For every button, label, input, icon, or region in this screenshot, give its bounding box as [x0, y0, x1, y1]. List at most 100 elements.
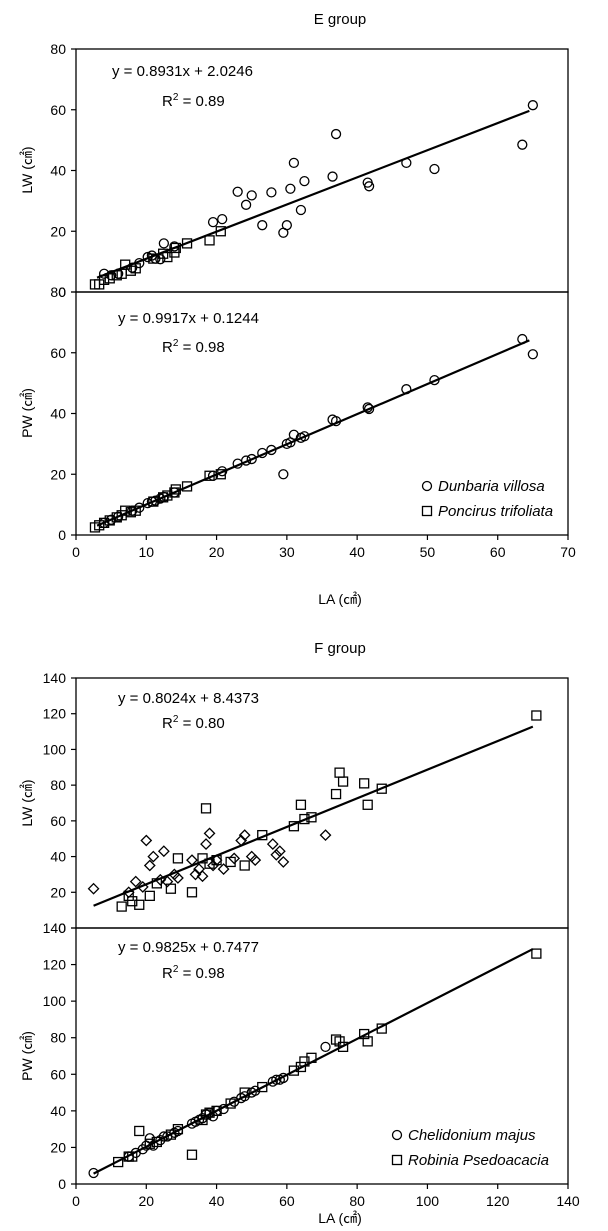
point-square: [359, 1028, 370, 1040]
point-diamond: [249, 854, 262, 867]
regression-line-f-lw: [93, 725, 534, 907]
point-square: [211, 1105, 222, 1117]
legend-marker-square-e: [421, 505, 433, 517]
point-circle: [266, 444, 277, 456]
point-circle: [363, 403, 375, 415]
y-tick-label: 0: [58, 1176, 66, 1192]
y-tick-label: 40: [50, 1103, 66, 1119]
point-diamond: [154, 873, 167, 886]
point-square: [98, 517, 110, 528]
regression-line-e-pw: [96, 339, 530, 527]
point-circle: [217, 466, 228, 477]
point-square: [148, 253, 159, 264]
point-square: [239, 860, 250, 871]
point-square: [257, 1081, 268, 1093]
point-square: [181, 481, 193, 492]
point-diamond: [277, 856, 290, 868]
r-squared-f-pw: R2 = 0.98: [162, 964, 225, 982]
point-diamond: [129, 875, 142, 888]
point-square: [130, 263, 141, 274]
point-square: [288, 821, 300, 832]
point-circle: [288, 157, 300, 169]
point-diamond: [203, 827, 216, 840]
y-tick-label: 80: [50, 41, 66, 57]
x-ticks-f: 0 20 40 60 80 100 120 140: [72, 1184, 580, 1209]
y-tick-label: 20: [50, 466, 66, 482]
panel-e-pw: 0 20 40 60 80 0 10 20 30 40 50 60 70 PW (㎠) y = 0.9…: [19, 284, 576, 560]
point-square: [204, 235, 215, 246]
point-square: [334, 767, 345, 778]
point-square: [148, 496, 159, 507]
y-tick-label: 80: [50, 284, 66, 300]
point-diamond: [266, 838, 279, 850]
point-circle: [142, 251, 153, 263]
legend-marker-circle-e: [421, 480, 433, 492]
point-square: [172, 853, 184, 864]
point-circle: [517, 139, 528, 150]
point-diamond: [245, 850, 258, 863]
y-tick-label: 60: [50, 813, 66, 829]
point-circle: [320, 1041, 331, 1053]
point-circle: [257, 220, 268, 231]
point-circle: [142, 497, 153, 509]
point-square: [144, 1138, 155, 1149]
y-axis-label-e-lw: LW (㎠): [19, 146, 35, 193]
point-circle: [281, 220, 293, 231]
point-circle: [207, 216, 219, 228]
x-tick-label: 0: [72, 544, 80, 560]
y-ticks-e-lw: 0 20 40 60 80: [50, 41, 76, 300]
x-ticks-e: 0 10 20 30 40 50 60 70: [72, 535, 576, 560]
point-circle: [158, 1131, 170, 1142]
point-square: [337, 1041, 349, 1053]
point-diamond: [140, 834, 153, 847]
point-circle: [527, 100, 539, 111]
point-circle: [246, 190, 257, 201]
point-diamond: [273, 845, 286, 858]
point-square: [215, 226, 226, 237]
plot-frame-e-lw: [75, 48, 569, 293]
point-square: [134, 1125, 145, 1137]
point-square: [162, 490, 173, 501]
point-circle: [363, 181, 375, 192]
point-square: [295, 1061, 307, 1073]
r-squared-e-lw: R2 = 0.89: [162, 92, 225, 110]
equation-f-pw: y = 0.9825x + 0.7477: [118, 939, 259, 956]
point-circle: [134, 257, 145, 269]
r-squared-f-lw: R2 = 0.80: [162, 714, 225, 732]
point-square: [306, 1052, 317, 1063]
point-square: [200, 1109, 212, 1120]
point-diamond: [235, 834, 248, 847]
point-circle: [88, 1167, 99, 1179]
point-square: [225, 856, 236, 868]
regression-line-e-lw: [96, 109, 530, 279]
data-points-f-lw: [87, 710, 542, 912]
point-square: [376, 783, 387, 794]
point-circle: [362, 402, 373, 413]
x-tick-label: 50: [420, 544, 436, 560]
y-tick-label: 40: [50, 163, 66, 179]
plot-frame-f-lw: [75, 677, 569, 929]
panel-f-pw: 0 20 40 60 80 100 120 140 0 20 40 60 80 100 120 140 PW…: [19, 920, 580, 1209]
point-square: [337, 776, 349, 787]
point-square: [295, 799, 307, 810]
point-circle: [217, 213, 228, 225]
point-square: [165, 1129, 177, 1140]
y-tick-label: 100: [43, 993, 67, 1009]
point-diamond: [200, 838, 212, 850]
y-tick-label: 80: [50, 777, 66, 793]
point-circle: [429, 163, 440, 175]
y-ticks-e-pw: 0 20 40 60 80: [50, 284, 76, 543]
point-square: [170, 242, 181, 254]
x-tick-label: 20: [138, 1193, 154, 1209]
chart-f-group: F group 0 20 40 60 80 100 120 140 LW (㎠) y = 0.…: [19, 640, 580, 1226]
point-square: [204, 1107, 215, 1118]
point-square: [306, 812, 317, 823]
y-tick-label: 120: [43, 706, 67, 722]
legend-label-chelidonium: Chelidonium majus: [408, 1127, 536, 1144]
point-square: [123, 890, 134, 902]
point-circle: [327, 171, 338, 182]
point-diamond: [207, 859, 219, 872]
x-tick-label: 140: [556, 1193, 580, 1209]
x-axis-label-f: LA (㎠): [318, 1210, 362, 1226]
point-square: [330, 1034, 342, 1045]
